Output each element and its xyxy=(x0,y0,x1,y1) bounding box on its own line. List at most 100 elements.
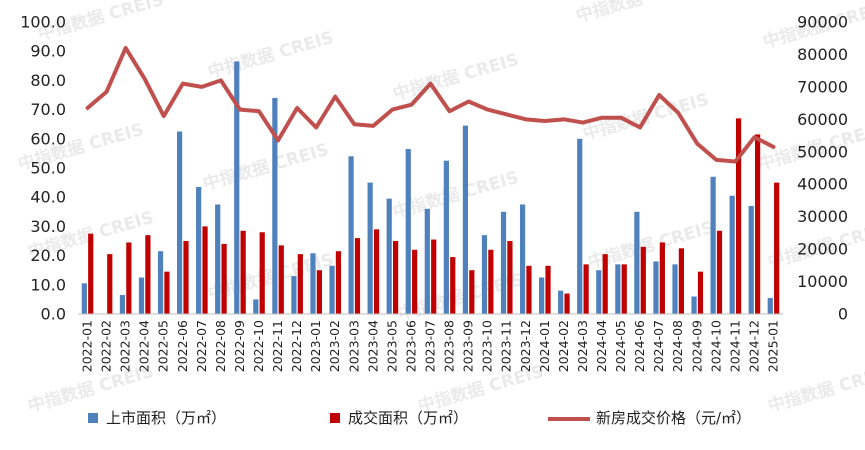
x-tick-label: 2022-02 xyxy=(99,320,114,372)
legend-label-sold-area: 成交面积（万㎡） xyxy=(348,409,468,427)
legend: 上市面积（万㎡） 成交面积（万㎡） 新房成交价格（元/㎡） xyxy=(88,409,751,427)
y-right-tick-label: 90000 xyxy=(797,13,848,32)
legend-swatch-listed-area xyxy=(88,413,98,423)
bar-listed-area xyxy=(81,283,87,314)
bar-listed-area xyxy=(234,61,240,314)
legend-label-listed-area: 上市面积（万㎡） xyxy=(106,409,226,427)
x-tick-label: 2024-11 xyxy=(727,320,742,372)
bar-sold-area xyxy=(602,254,608,314)
x-tick-label: 2022-12 xyxy=(289,320,304,372)
x-tick-label: 2022-01 xyxy=(80,320,95,372)
bar-sold-area xyxy=(526,265,532,314)
bar-listed-area xyxy=(443,160,449,314)
y-left-tick-label: 40.0 xyxy=(30,188,66,207)
y-left-tick-label: 70.0 xyxy=(30,100,66,119)
bar-listed-area xyxy=(596,270,602,314)
x-tick-label: 2023-08 xyxy=(442,320,457,372)
bar-listed-area xyxy=(767,297,773,314)
bar-listed-area xyxy=(558,290,564,314)
bar-listed-area xyxy=(710,176,716,314)
bar-listed-area xyxy=(481,235,488,314)
bar-sold-area xyxy=(107,254,113,314)
x-tick-label: 2024-05 xyxy=(613,320,628,372)
bar-sold-area xyxy=(202,226,208,314)
bar-listed-area xyxy=(462,125,469,314)
bar-listed-area xyxy=(424,208,430,314)
x-tick-label: 2022-09 xyxy=(232,320,247,372)
bar-sold-area xyxy=(659,242,665,314)
bar-listed-area xyxy=(672,264,678,314)
x-tick-label: 2023-05 xyxy=(384,320,399,372)
bar-sold-area xyxy=(240,230,246,314)
bar-sold-area xyxy=(469,270,475,314)
bar-sold-area xyxy=(621,264,627,314)
x-tick-label: 2024-09 xyxy=(689,320,704,372)
bar-listed-area xyxy=(577,138,583,314)
x-tick-label: 2023-07 xyxy=(423,320,438,372)
x-tick-label: 2022-03 xyxy=(118,320,133,372)
y-left-tick-label: 20.0 xyxy=(30,246,66,265)
y-right-tick-label: 80000 xyxy=(797,45,848,64)
x-tick-label: 2024-01 xyxy=(537,320,552,372)
x-tick-label: 2022-08 xyxy=(213,320,228,372)
bar-sold-area xyxy=(316,270,322,314)
bar-sold-area xyxy=(678,248,684,314)
bar-sold-area xyxy=(697,271,704,314)
bar-listed-area xyxy=(272,97,278,314)
bar-listed-area xyxy=(157,251,164,314)
bar-sold-area xyxy=(755,134,761,314)
x-tick-label: 2023-09 xyxy=(461,320,476,372)
bar-listed-area xyxy=(405,149,411,314)
bar-listed-area xyxy=(653,261,659,314)
bar-sold-area xyxy=(354,238,361,314)
y-axis-right: 0 10000 20000 30000 40000 50000 60000 70000 8000… xyxy=(797,13,848,324)
x-tick-label: 2024-02 xyxy=(556,320,571,372)
bar-sold-area xyxy=(640,246,646,314)
bar-listed-area xyxy=(386,198,392,314)
bar-listed-area xyxy=(215,204,221,314)
x-tick-label: 2022-06 xyxy=(175,320,190,372)
watermark-text: 中指数据 CREIS xyxy=(391,49,521,105)
price-line-layer xyxy=(85,45,776,164)
y-left-tick-label: 80.0 xyxy=(30,71,66,90)
bar-listed-area xyxy=(196,186,202,314)
bar-sold-area xyxy=(259,232,265,314)
bar-listed-area xyxy=(748,205,754,314)
bar-listed-area xyxy=(500,211,507,314)
y-right-tick-label: 30000 xyxy=(797,207,848,226)
bar-sold-area xyxy=(564,293,570,314)
x-tick-label: 2024-08 xyxy=(670,320,685,372)
x-tick-label: 2023-11 xyxy=(499,320,514,372)
x-tick-label: 2024-04 xyxy=(594,320,609,372)
bar-sold-area xyxy=(450,257,456,314)
bar-listed-area xyxy=(539,277,545,314)
y-left-tick-label: 100.0 xyxy=(20,13,66,32)
y-left-tick-label: 50.0 xyxy=(30,159,66,178)
bar-sold-area xyxy=(126,242,132,314)
bar-listed-area xyxy=(310,253,316,314)
bar-sold-area xyxy=(278,245,284,314)
x-tick-label: 2023-01 xyxy=(308,320,323,372)
y-left-tick-label: 90.0 xyxy=(30,42,66,61)
y-right-tick-label: 50000 xyxy=(797,142,848,161)
y-right-tick-label: 70000 xyxy=(797,77,848,96)
watermark-text: 中指数据 CREIS xyxy=(201,139,331,195)
legend-label-price: 新房成交价格（元/㎡） xyxy=(596,409,751,427)
x-tick-label: 2024-10 xyxy=(708,320,723,372)
x-tick-label: 2022-10 xyxy=(251,320,266,372)
x-tick-label: 2025-01 xyxy=(765,320,780,372)
bar-listed-area xyxy=(253,299,259,314)
x-tick-label: 2023-12 xyxy=(518,320,533,372)
watermark-text: 中指数据 CREIS xyxy=(766,361,865,417)
bar-sold-area xyxy=(373,229,380,314)
y-right-tick-label: 60000 xyxy=(797,110,848,129)
y-right-tick-label: 10000 xyxy=(797,272,848,291)
y-left-tick-label: 10.0 xyxy=(30,275,66,294)
bar-listed-area xyxy=(615,264,621,314)
bar-sold-area xyxy=(545,265,551,314)
watermark-text: 中指数据 CREIS xyxy=(206,27,336,83)
bars-listed-area xyxy=(81,61,773,314)
bar-sold-area xyxy=(583,264,589,314)
y-right-tick-label: 0 xyxy=(838,305,848,324)
